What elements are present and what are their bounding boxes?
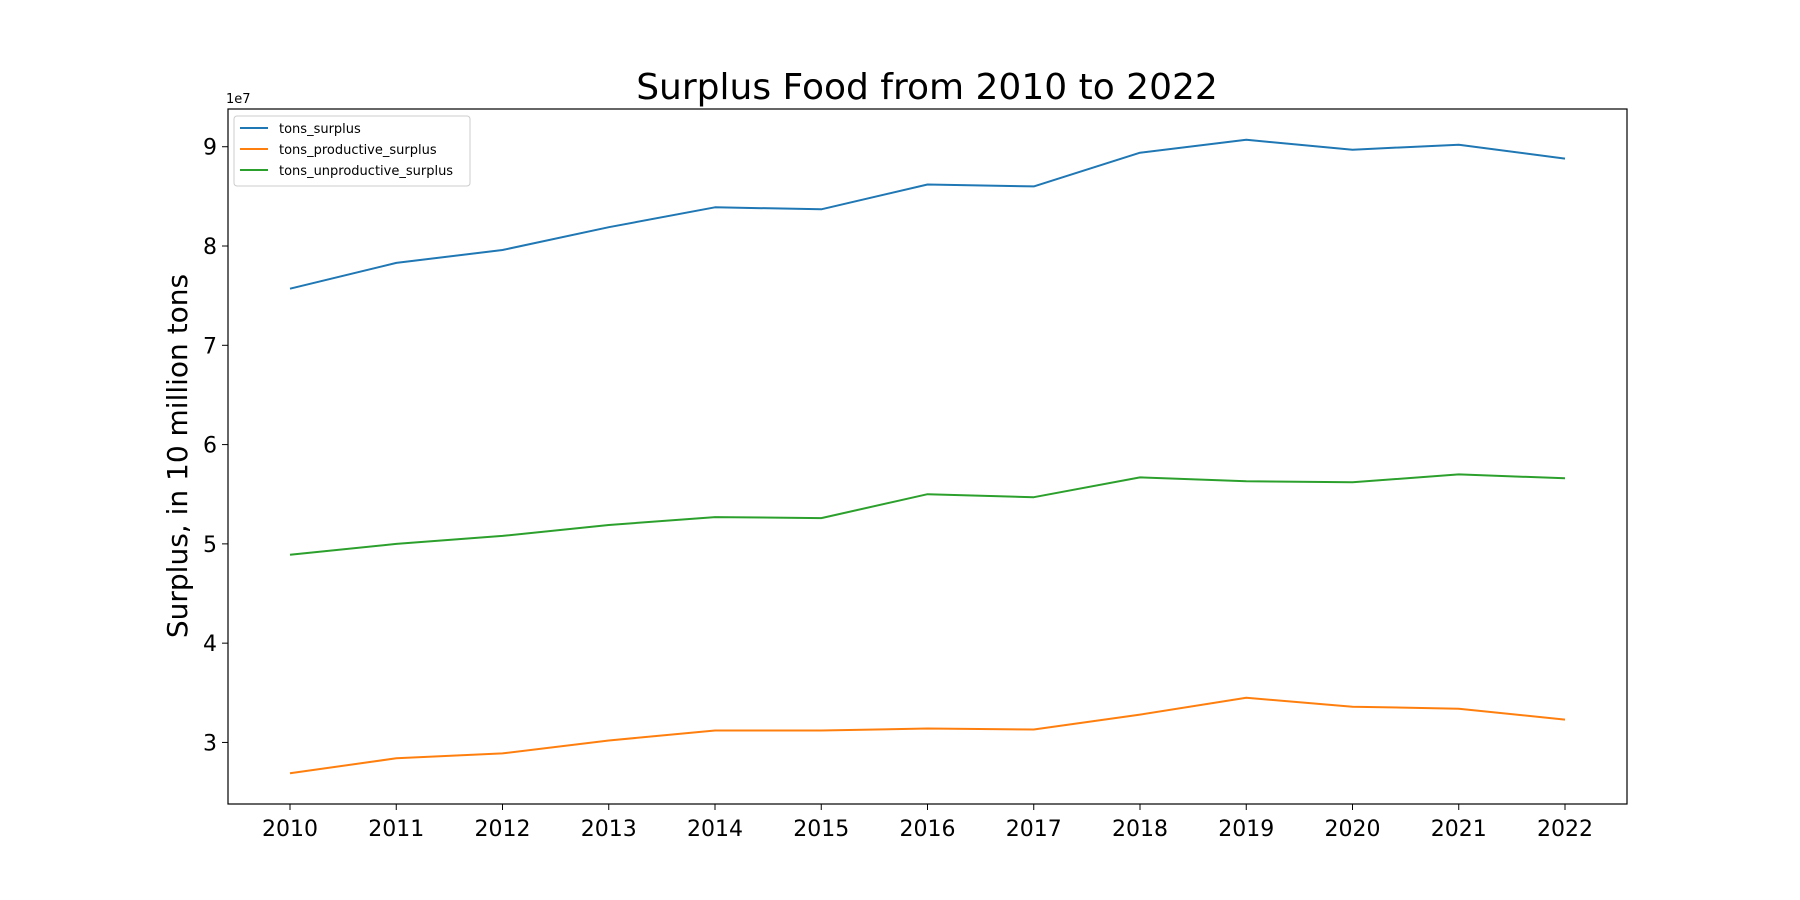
x-tick-label: 2019 bbox=[1218, 817, 1274, 842]
legend-label: tons_surplus bbox=[279, 122, 361, 137]
plot-area bbox=[227, 108, 1628, 805]
legend-label: tons_unproductive_surplus bbox=[279, 164, 453, 179]
x-tick-label: 2016 bbox=[900, 817, 956, 842]
x-tick-label: 2017 bbox=[1006, 817, 1062, 842]
legend: tons_surplus tons_productive_surplus tons_… bbox=[233, 115, 471, 187]
series-line-tons_unproductive_surplus bbox=[289, 473, 1566, 556]
series-lines bbox=[289, 138, 1566, 775]
y-tick-label: 8 bbox=[203, 235, 217, 260]
series-line-tons_productive_surplus bbox=[289, 696, 1566, 775]
x-tick-label: 2018 bbox=[1112, 817, 1168, 842]
x-tick-label: 2020 bbox=[1325, 817, 1381, 842]
x-axis: 2010 2011 2012 2013 2014 2015 2016 2017 2018 2019… bbox=[262, 804, 1593, 842]
series-line-tons_surplus bbox=[289, 138, 1566, 290]
y-tick-label: 6 bbox=[203, 434, 217, 459]
x-tick-label: 2022 bbox=[1537, 817, 1593, 842]
y-offset-label: 1e7 bbox=[226, 92, 251, 107]
x-tick-label: 2014 bbox=[687, 817, 743, 842]
y-tick-label: 9 bbox=[203, 136, 217, 161]
legend-label: tons_productive_surplus bbox=[279, 143, 437, 158]
x-tick-label: 2012 bbox=[475, 817, 531, 842]
x-tick-label: 2013 bbox=[581, 817, 637, 842]
y-tick-label: 4 bbox=[203, 632, 217, 657]
x-tick-label: 2010 bbox=[262, 817, 318, 842]
y-tick-label: 3 bbox=[203, 731, 217, 756]
y-tick-label: 5 bbox=[203, 533, 217, 558]
y-axis: 3 4 5 6 7 8 9 bbox=[203, 136, 228, 756]
y-axis-label: Surplus, in 10 million tons bbox=[161, 274, 194, 638]
y-tick-label: 7 bbox=[203, 334, 217, 359]
legend-box bbox=[233, 115, 471, 187]
x-tick-label: 2011 bbox=[368, 817, 424, 842]
x-tick-label: 2021 bbox=[1431, 817, 1487, 842]
chart-title: Surplus Food from 2010 to 2022 bbox=[636, 67, 1218, 108]
x-tick-label: 2015 bbox=[793, 817, 849, 842]
